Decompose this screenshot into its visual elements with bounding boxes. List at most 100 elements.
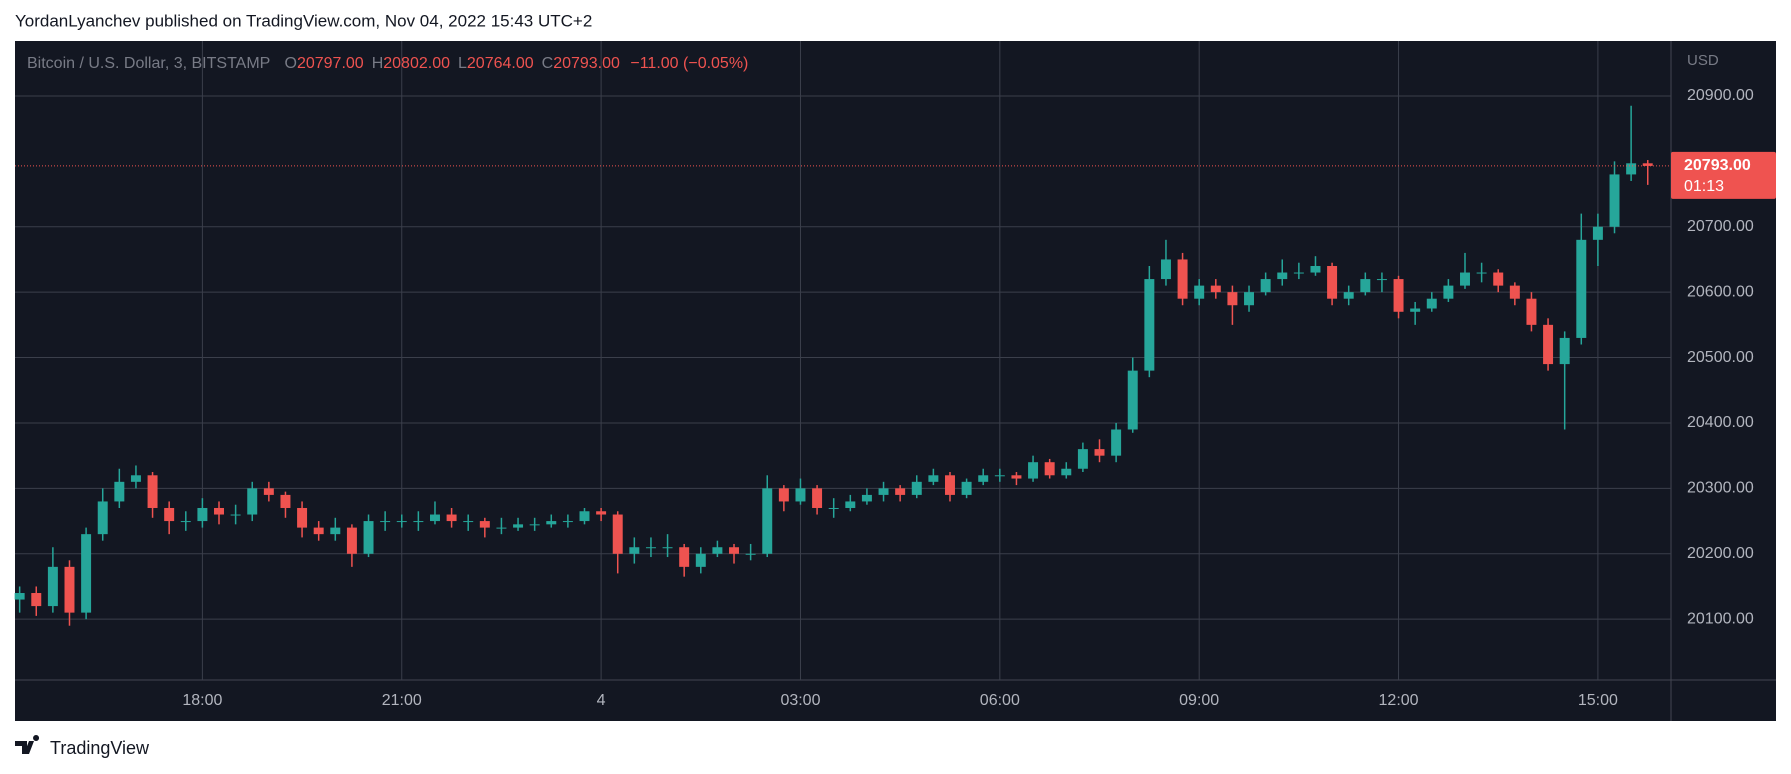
footer: TradingView [50,738,150,758]
candle-body [729,547,740,554]
candle-body [529,524,540,526]
candle-body [1626,163,1637,175]
candle-body [1360,279,1371,293]
x-tick-label: 12:00 [1379,692,1419,709]
x-tick-label: 21:00 [382,692,422,709]
candle-body [1476,272,1487,274]
candle-body [978,475,989,482]
candles [14,105,1653,626]
candle-body [47,566,58,607]
currency: USD [1687,52,1719,69]
candle-body [513,524,524,528]
candle-body [1277,272,1288,280]
y-tick-label: 20700.00 [1687,218,1754,235]
candle-body [828,507,839,509]
candle-body [612,514,623,554]
candle-body [1227,292,1238,306]
candle-body [1376,279,1387,281]
candle-body [313,527,324,535]
ohlc-value: 20802.00 [383,55,450,72]
candle-body [479,521,490,528]
header: YordanLyanchev published on TradingView.… [15,11,592,30]
candle-body [645,547,656,549]
candle-body [1460,272,1470,286]
y-tick-label: 20200.00 [1687,545,1754,562]
candle-body [695,553,706,567]
candle-body [230,514,241,516]
candle-body [1210,285,1221,293]
candle-body [130,475,141,482]
candle-body [994,475,1005,477]
ohlc-key: H [372,55,384,72]
y-tick-label: 20500.00 [1687,349,1754,366]
candle-body [1509,285,1520,299]
candle-body [463,521,474,523]
candle-body [1426,298,1437,309]
candle-body [1293,272,1304,274]
x-tick-label: 09:00 [1179,692,1219,709]
candle-body [1260,279,1271,293]
axes: 20100.00 20200.00 20300.00 20400.00 20500.00… [15,87,1776,709]
ohlc-value: 20764.00 [467,55,534,72]
candle-body [679,547,690,567]
candle-body [1327,265,1338,299]
candle-body [762,488,773,554]
candle-body [263,488,274,495]
candle-body [214,507,224,515]
candle-body [911,481,922,495]
candle-body [1493,272,1504,286]
candle-body [778,488,789,502]
candle-body [147,475,158,508]
grid [15,41,1671,680]
candle-body [280,494,291,508]
price-tag [1671,151,1776,199]
candle-body [795,488,806,502]
change: −11.00 (−0.05%) [630,55,748,72]
x-tick-label: 4 [597,692,606,709]
candle-body [64,566,75,613]
candle-body [1177,259,1188,299]
candle-body [596,511,607,515]
price-tag-label: 20793.00 [1684,157,1751,174]
ohlc-value: 20797.00 [297,55,364,72]
candle-body [1194,285,1205,299]
candle-body [1343,292,1354,299]
candle-body [97,501,108,535]
candle-body [413,521,424,523]
candle-body [712,547,723,554]
tradingview-logo: TradingView [15,735,150,758]
candle-body [1044,462,1055,476]
candle-body [1609,174,1620,227]
candle-body [662,547,673,549]
legend: Bitcoin / U.S. Dollar, 3, BITSTAMP O2079… [27,55,748,72]
candle-body [346,527,357,554]
y-tick-label: 20600.00 [1687,283,1754,300]
candle-body [114,481,125,502]
candle-body [629,547,640,554]
candle-body [562,521,573,523]
candle-body [745,553,756,555]
candle-body [1642,163,1653,166]
candle-body [546,521,557,525]
candle-body [31,593,42,607]
candle-body [1393,279,1404,312]
candle-body [1310,265,1321,273]
candle-body [1111,429,1122,456]
x-tick-label: 15:00 [1578,692,1618,709]
candle-body [14,593,25,600]
candle-body [297,507,308,528]
x-tick-label: 18:00 [182,692,222,709]
candle-body [878,488,889,495]
logo-icon [15,735,40,754]
candle-body [1127,370,1138,430]
candle-body [164,507,175,522]
candle-body [945,475,955,495]
candle-body [961,481,972,495]
x-tick-label: 03:00 [780,692,820,709]
candle-body [81,534,92,613]
candle-body [1410,308,1421,312]
candle-body [1011,475,1022,479]
ohlc-key: O [285,55,297,72]
symbol: Bitcoin / U.S. Dollar, 3, BITSTAMP [27,55,270,72]
